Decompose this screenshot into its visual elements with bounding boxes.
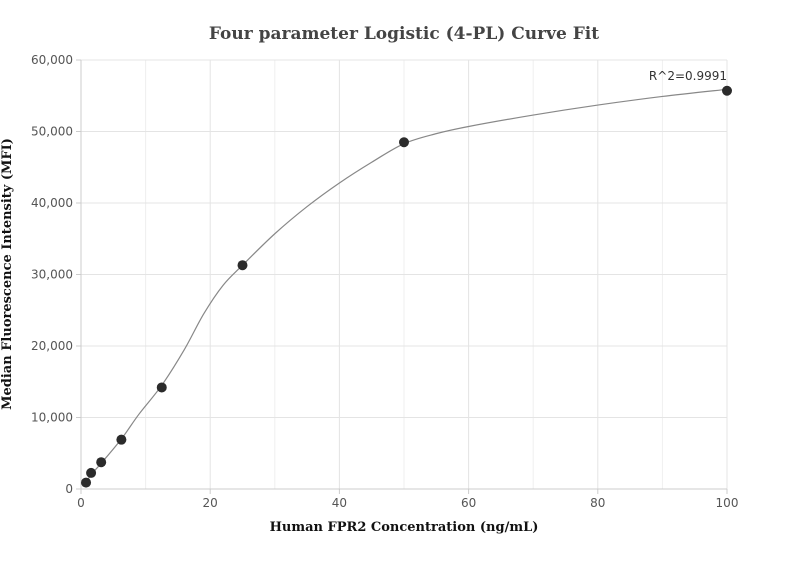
data-point[interactable] — [156, 382, 167, 393]
chart-title: Four parameter Logistic (4-PL) Curve Fit — [209, 24, 599, 44]
data-point[interactable] — [81, 477, 92, 488]
y-tick-label: 60,000 — [31, 53, 73, 67]
x-tick-label: 100 — [716, 496, 739, 510]
x-axis-title: Human FPR2 Concentration (ng/mL) — [270, 520, 539, 535]
grid — [81, 59, 728, 489]
data-point[interactable] — [116, 434, 127, 445]
y-tick-label: 20,000 — [31, 339, 73, 353]
y-tick-label: 40,000 — [31, 196, 73, 210]
fit-curve — [80, 88, 728, 484]
r-squared-annotation: R^2=0.9991 — [649, 69, 727, 83]
data-point[interactable] — [237, 260, 248, 271]
axes — [76, 59, 728, 494]
y-axis-title: Median Fluorescence Intensity (MFI) — [0, 138, 15, 410]
fit-curve-layer — [80, 88, 728, 484]
data-points — [81, 85, 732, 488]
x-tick-label: 80 — [590, 496, 605, 510]
x-tick-label: 60 — [461, 496, 476, 510]
data-point[interactable] — [86, 467, 97, 478]
x-tick-label: 0 — [77, 496, 85, 510]
y-tick-label: 30,000 — [31, 268, 73, 282]
y-tick-label: 50,000 — [31, 125, 73, 139]
data-point[interactable] — [96, 457, 107, 468]
y-tick-label: 0 — [65, 482, 73, 496]
x-tick-label: 20 — [203, 496, 218, 510]
data-point[interactable] — [722, 85, 732, 96]
y-tick-label: 10,000 — [31, 411, 73, 425]
tick-labels: 0 20 40 60 80 100 0 10,000 20,000 30,000 40,000 50,… — [31, 53, 738, 510]
x-tick-label: 40 — [332, 496, 347, 510]
data-point[interactable] — [399, 137, 409, 148]
